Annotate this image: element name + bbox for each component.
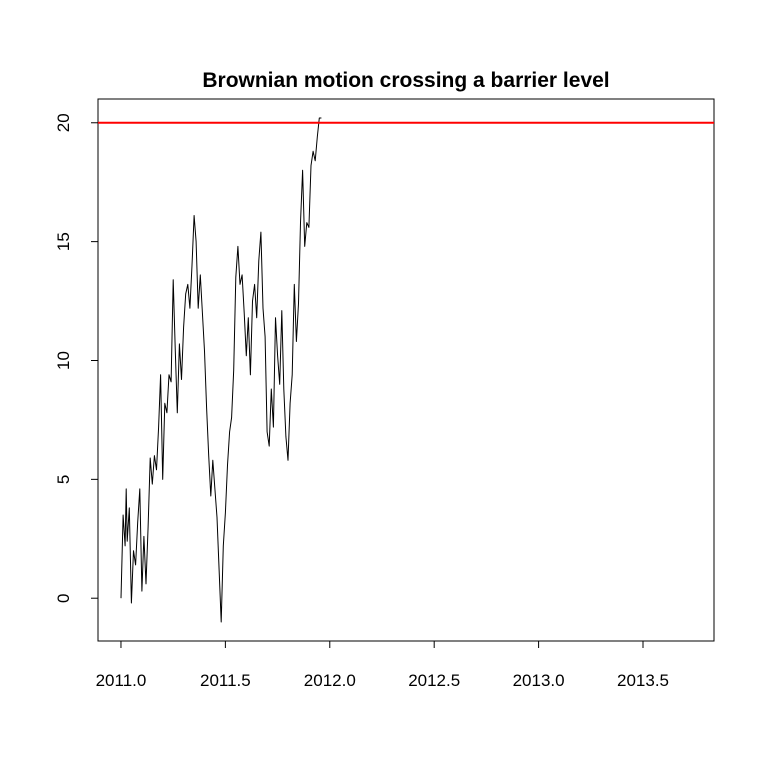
plot-region	[98, 117, 714, 623]
y-tick-label: 5	[54, 475, 73, 484]
x-axis: 2011.0 2011.5 2012.0 2012.5 2013.0 2013.5	[96, 640, 669, 690]
y-tick-label: 20	[54, 113, 73, 132]
x-tick-label: 2011.5	[200, 671, 251, 690]
x-tick-label: 2013.0	[513, 671, 565, 690]
x-tick-label: 2012.0	[304, 671, 356, 690]
series-line	[120, 117, 322, 623]
chart-title: Brownian motion crossing a barrier level	[202, 69, 609, 92]
y-tick-label: 0	[54, 593, 73, 602]
x-tick-label: 2011.0	[96, 671, 147, 690]
x-tick-label: 2013.5	[617, 671, 669, 690]
y-tick-label: 15	[54, 232, 73, 251]
y-axis: 0 5 10 15 20	[54, 113, 99, 603]
y-tick-label: 10	[54, 351, 73, 370]
plot-area-border	[97, 98, 715, 642]
x-tick-label: 2012.5	[408, 671, 460, 690]
